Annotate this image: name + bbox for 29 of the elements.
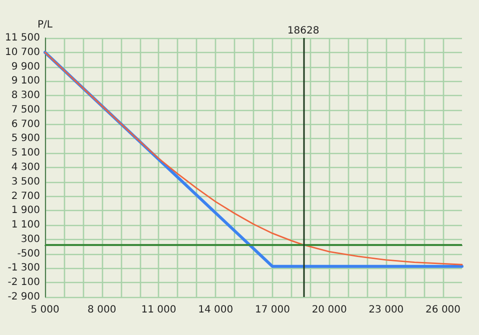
y-tick-label: 2 700 [11, 190, 40, 202]
y-tick-label: 9 900 [11, 61, 40, 72]
y-tick-label: 1 900 [11, 205, 40, 216]
x-tick-label: 8 000 [88, 304, 116, 316]
x-tick-label: 11 000 [141, 304, 176, 316]
x-tick-label: 17 000 [254, 304, 290, 316]
y-tick-label: 11 500 [5, 32, 40, 44]
y-tick-label: 5 100 [11, 148, 40, 159]
y-tick-label: 1 100 [11, 220, 40, 231]
y-tick-label: -1 300 [8, 262, 40, 274]
x-tick-label: 20 000 [312, 304, 347, 316]
x-tick-label: 5 000 [30, 304, 60, 316]
y-tick-label: -2 100 [8, 277, 40, 288]
y-tick-label: -2 900 [8, 292, 40, 302]
y-tick-label: 6 700 [11, 118, 40, 130]
y-tick-label: 10 700 [5, 46, 40, 58]
y-tick-label: 7 500 [11, 104, 40, 116]
y-axis-title: P/L [38, 20, 53, 30]
x-tick-label: 26 000 [426, 304, 461, 316]
y-tick-label: 9 100 [11, 76, 40, 87]
ref-line-label: 18628 [287, 26, 320, 36]
y-tick-label: 8 300 [11, 90, 40, 102]
y-tick-label: 300 [20, 234, 40, 245]
y-tick-label: -500 [17, 248, 40, 260]
y-tick-label: 4 300 [11, 162, 40, 173]
x-tick-label: 14 000 [198, 304, 234, 316]
y-tick-label: 5 900 [11, 133, 40, 144]
y-tick-label: 3 500 [11, 176, 40, 188]
x-tick-label: 23 000 [368, 304, 404, 316]
